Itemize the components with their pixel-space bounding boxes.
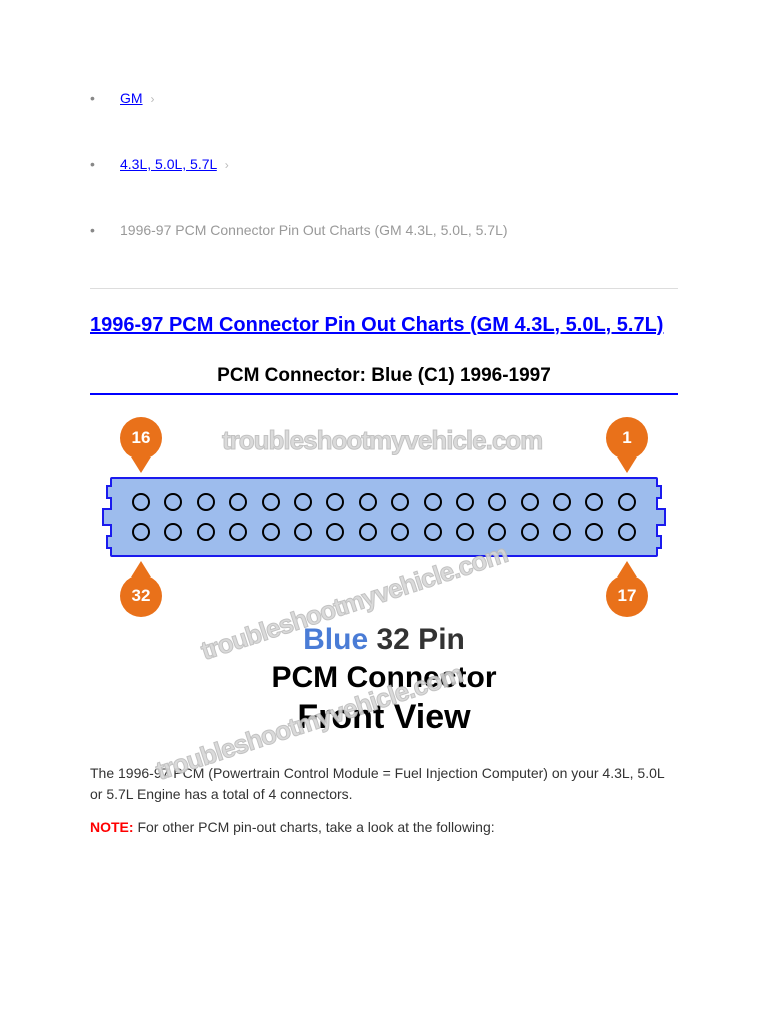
connector-tab xyxy=(656,508,666,526)
pin-hole xyxy=(456,523,474,541)
pin-hole xyxy=(456,493,474,511)
pin-hole xyxy=(229,523,247,541)
pin-hole xyxy=(197,523,215,541)
pin-hole xyxy=(521,493,539,511)
pin-hole xyxy=(553,523,571,541)
arrow-down-icon xyxy=(131,457,151,473)
pin-marker-17: 17 xyxy=(606,561,648,617)
connector-notch xyxy=(106,535,112,549)
caption-line3: Front View xyxy=(104,696,664,739)
pin-hole xyxy=(294,493,312,511)
chevron-icon: › xyxy=(150,92,154,106)
caption-line2: PCM Connector xyxy=(104,659,664,697)
caption-blue-word: Blue xyxy=(303,623,368,656)
pin-hole xyxy=(262,523,280,541)
pin-hole xyxy=(488,493,506,511)
pin-hole xyxy=(618,523,636,541)
marker-bubble: 32 xyxy=(120,575,162,617)
pin-row-top xyxy=(132,493,636,511)
note-paragraph: NOTE: For other PCM pin-out charts, take… xyxy=(90,817,678,838)
pin-hole xyxy=(326,493,344,511)
breadcrumb-link-engines[interactable]: 4.3L, 5.0L, 5.7L xyxy=(120,156,217,172)
connector-body xyxy=(110,477,658,557)
breadcrumb-item: 1996-97 PCM Connector Pin Out Charts (GM… xyxy=(90,222,678,238)
pin-hole xyxy=(359,493,377,511)
marker-bubble: 17 xyxy=(606,575,648,617)
note-label: NOTE: xyxy=(90,819,134,835)
arrow-down-icon xyxy=(617,457,637,473)
pin-hole xyxy=(262,493,280,511)
body-text: The 1996-97 PCM (Powertrain Control Modu… xyxy=(90,763,678,838)
pin-hole xyxy=(585,493,603,511)
pin-hole xyxy=(618,493,636,511)
breadcrumb-item: GM › xyxy=(90,90,678,106)
pin-hole xyxy=(521,523,539,541)
breadcrumb-item: 4.3L, 5.0L, 5.7L › xyxy=(90,156,678,172)
divider xyxy=(90,288,678,289)
pin-hole xyxy=(359,523,377,541)
pin-hole xyxy=(553,493,571,511)
pin-hole xyxy=(229,493,247,511)
pin-hole xyxy=(424,493,442,511)
pin-hole xyxy=(326,523,344,541)
paragraph: The 1996-97 PCM (Powertrain Control Modu… xyxy=(90,763,678,805)
page-title-link[interactable]: 1996-97 PCM Connector Pin Out Charts (GM… xyxy=(90,309,678,341)
connector-notch xyxy=(106,485,112,499)
caption-rest: 32 Pin xyxy=(368,623,465,656)
pin-hole xyxy=(424,523,442,541)
connector-notch xyxy=(656,485,662,499)
pin-hole xyxy=(391,493,409,511)
marker-bubble: 1 xyxy=(606,417,648,459)
chevron-icon: › xyxy=(225,158,229,172)
pin-hole xyxy=(294,523,312,541)
marker-bubble: 16 xyxy=(120,417,162,459)
pin-hole xyxy=(391,523,409,541)
pin-marker-32: 32 xyxy=(120,561,162,617)
breadcrumb-current: 1996-97 PCM Connector Pin Out Charts (GM… xyxy=(120,222,508,238)
connector-notch xyxy=(656,535,662,549)
pin-hole xyxy=(132,523,150,541)
pin-hole xyxy=(488,523,506,541)
pin-hole xyxy=(164,523,182,541)
note-text: For other PCM pin-out charts, take a loo… xyxy=(134,819,495,835)
connector-subtitle: PCM Connector: Blue (C1) 1996-1997 xyxy=(90,365,678,387)
pin-hole xyxy=(132,493,150,511)
pin-hole xyxy=(585,523,603,541)
breadcrumb-link-gm[interactable]: GM xyxy=(120,90,143,106)
breadcrumb: GM › 4.3L, 5.0L, 5.7L › 1996-97 PCM Conn… xyxy=(90,90,678,238)
connector-tab xyxy=(102,508,112,526)
pin-row-bottom xyxy=(132,523,636,541)
pin-hole xyxy=(164,493,182,511)
connector-diagram: troubleshootmyvehicle.com troubleshootmy… xyxy=(104,417,664,739)
pin-marker-1: 1 xyxy=(606,417,648,473)
caption-line1: Blue 32 Pin xyxy=(104,621,664,659)
blue-rule xyxy=(90,393,678,395)
pin-hole xyxy=(197,493,215,511)
connector-wrap: 16 1 32 17 xyxy=(104,417,664,617)
pin-marker-16: 16 xyxy=(120,417,162,473)
diagram-caption: Blue 32 Pin PCM Connector Front View xyxy=(104,621,664,739)
